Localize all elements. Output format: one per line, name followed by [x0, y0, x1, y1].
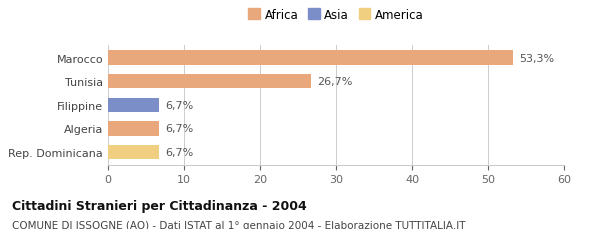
Bar — [108, 98, 159, 112]
Text: 53,3%: 53,3% — [519, 53, 554, 63]
Bar — [108, 145, 159, 159]
Text: 6,7%: 6,7% — [165, 100, 193, 110]
Text: 6,7%: 6,7% — [165, 124, 193, 134]
Text: COMUNE DI ISSOGNE (AO) - Dati ISTAT al 1° gennaio 2004 - Elaborazione TUTTITALIA: COMUNE DI ISSOGNE (AO) - Dati ISTAT al 1… — [12, 220, 466, 229]
Text: 6,7%: 6,7% — [165, 147, 193, 157]
Bar — [108, 51, 513, 65]
Bar — [108, 75, 311, 89]
Text: 26,7%: 26,7% — [317, 77, 352, 87]
Text: Cittadini Stranieri per Cittadinanza - 2004: Cittadini Stranieri per Cittadinanza - 2… — [12, 199, 307, 212]
Bar — [108, 122, 159, 136]
Legend: Africa, Asia, America: Africa, Asia, America — [246, 6, 426, 24]
